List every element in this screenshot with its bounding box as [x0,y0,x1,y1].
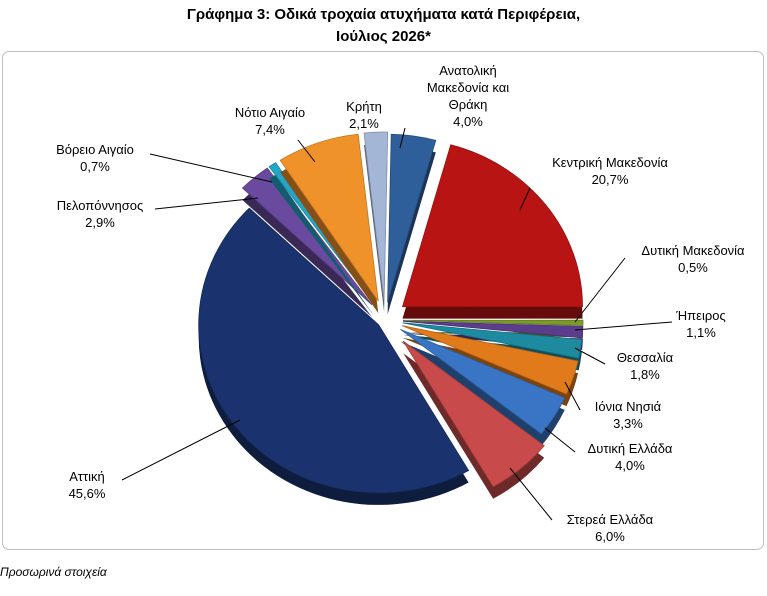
label-dytiki-makedonia: Δυτική Μακεδονία 0,5% [628,242,758,276]
leader-line-5 [574,347,606,365]
leader-line-1 [399,127,406,149]
label-attiki: Αττική 45,6% [52,468,122,502]
pie-slice-12 [279,133,379,302]
label-peloponnisos-name: Πελοπόννησος [56,198,144,213]
pie-slice-7 [400,328,566,435]
label-ionia-nisia: Ιόνια Νησιά 3,3% [578,398,678,432]
label-notio-aigaio-value: 7,4% [255,122,285,137]
leader-line-7 [544,427,576,453]
leader-line-2 [519,187,531,211]
leader-line-3 [574,257,626,323]
leader-line-6 [564,381,581,411]
label-peloponnisos-value: 2,9% [85,215,115,230]
label-anatoliki-makedonia: Ανατολική Μακεδονία και Θράκη 4,0% [408,62,528,130]
label-ipeiros-value: 1,1% [686,325,716,340]
pie-slice-13 [363,131,389,301]
label-anatoliki-makedonia-value: 4,0% [453,114,483,129]
label-voreio-aigaio: Βόρειο Αιγαίο 0,7% [35,141,155,175]
label-thessalia-name: Θεσσαλία [616,350,674,365]
label-dytiki-makedonia-name: Δυτική Μακεδονία [641,243,745,258]
leader-line-4 [574,321,673,331]
label-kriti: Κρήτη 2,1% [334,98,394,132]
label-anatoliki-makedonia-name: Ανατολική Μακεδονία και Θράκη [426,63,510,112]
label-thessalia: Θεσσαλία 1,8% [605,349,685,383]
pie-slice-2 [401,144,583,308]
label-sterea-ellada-name: Στερεά Ελλάδα [566,512,654,527]
label-thessalia-value: 1,8% [630,367,660,382]
pie-slice-5 [402,322,583,359]
label-attiki-name: Αττική [69,469,105,484]
label-dytiki-ellada: Δυτική Ελλάδα 4,0% [570,440,690,474]
label-attiki-value: 45,6% [68,486,106,501]
pie-slice-9 [198,207,470,494]
label-kentriki-makedonia-name: Κεντρική Μακεδονία [552,155,668,170]
label-sterea-ellada-value: 6,0% [595,529,625,544]
leader-line-9 [121,419,241,481]
leader-line-11 [149,153,273,183]
label-kentriki-makedonia-value: 20,7% [591,172,629,187]
label-ipeiros: Ήπειρος 1,1% [666,307,736,341]
pie-slice-1 [387,133,437,303]
label-ionia-nisia-name: Ιόνια Νησιά [594,399,662,414]
leader-line-12 [297,139,316,163]
pie-slice-11-side [269,174,374,316]
label-notio-aigaio-name: Νότιο Αιγαίο [234,105,306,120]
footnote: Προσωρινά στοιχεία [0,565,107,579]
pie-slice-3 [402,319,584,326]
label-voreio-aigaio-name: Βόρειο Αιγαίο [56,142,134,157]
chart-title: Γράφημα 3: Οδικά τροχαία ατυχήματα κατά … [0,4,767,48]
leader-line-8 [509,467,553,521]
label-peloponnisos: Πελοπόννησος 2,9% [40,197,160,231]
label-kriti-value: 2,1% [349,116,379,131]
leader-line-10 [154,197,259,210]
label-kentriki-makedonia: Κεντρική Μακεδονία 20,7% [535,154,685,188]
label-voreio-aigaio-value: 0,7% [80,159,110,174]
chart-title-line2: Ιούλιος 2026* [336,28,431,45]
pie-slice-8 [402,340,545,488]
pie-slice-6 [401,325,579,395]
pie-slice-4 [402,320,584,339]
label-dytiki-ellada-name: Δυτική Ελλάδα [587,441,673,456]
label-ionia-nisia-value: 3,3% [613,416,643,431]
label-sterea-ellada: Στερεά Ελλάδα 6,0% [540,511,680,545]
label-notio-aigaio: Νότιο Αιγαίο 7,4% [215,104,325,138]
label-dytiki-makedonia-value: 0,5% [678,260,708,275]
label-kriti-name: Κρήτη [346,99,382,114]
label-ipeiros-name: Ήπειρος [676,308,726,323]
label-dytiki-ellada-value: 4,0% [615,458,645,473]
chart-title-line1: Γράφημα 3: Οδικά τροχαία ατυχήματα κατά … [186,6,581,23]
